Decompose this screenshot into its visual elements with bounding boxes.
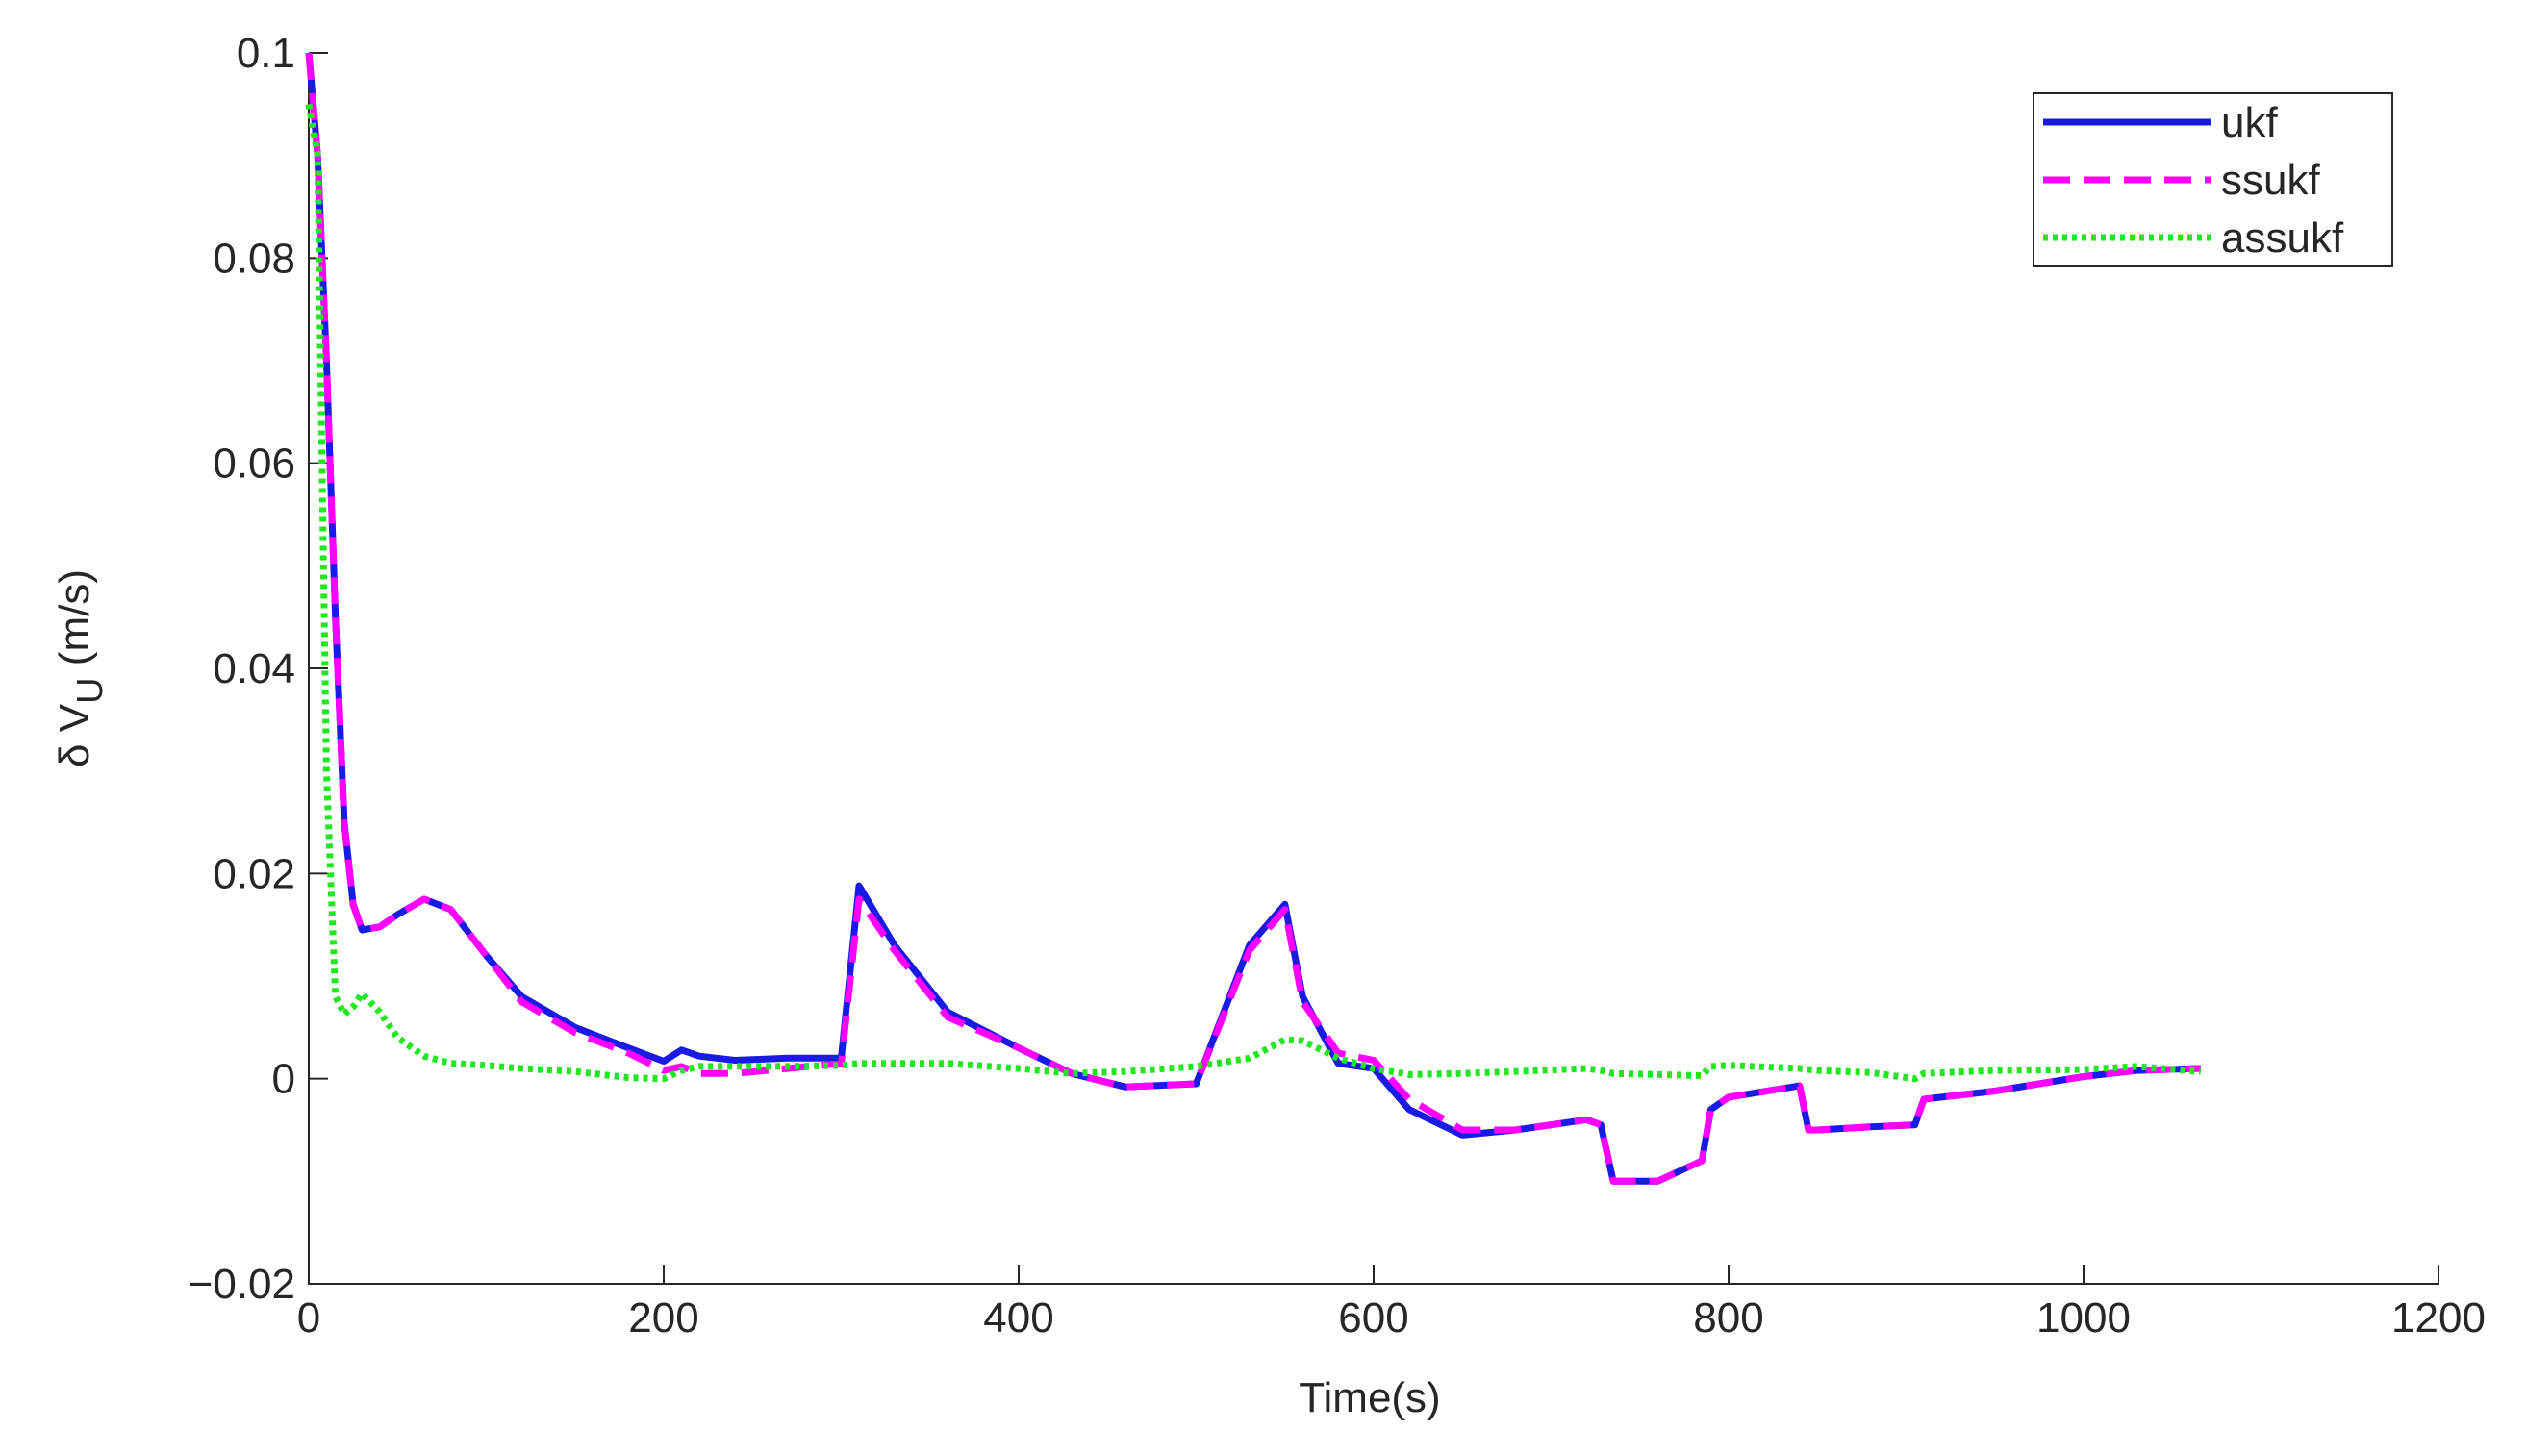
y-tick-label: −0.02 [189,1261,295,1308]
data-line [305,103,2202,1083]
x-tick-label: 600 [1338,1294,1408,1342]
legend-label: assukf [2221,214,2344,262]
legend-label: ukf [2221,99,2278,146]
y-axis-label-sub: U [70,677,111,703]
legend-label: ssukf [2221,157,2320,204]
y-axis-label-unit: (m/s) [51,569,98,677]
x-tick-label: 200 [628,1294,698,1342]
y-tick-label: 0 [272,1056,295,1103]
y-axis-label-main: δ V [51,703,98,767]
y-tick-label: 0.06 [213,440,295,488]
y-tick-label: 0.04 [213,645,295,692]
data-line [305,52,2201,1185]
y-tick-label: 0.08 [213,235,295,282]
y-tick-label: 0.1 [237,30,295,77]
x-tick-label: 1000 [2036,1294,2131,1342]
x-tick-label: 0 [297,1294,320,1342]
y-tick-label: 0.02 [213,850,295,897]
x-axis-label: Time(s) [1299,1374,1440,1421]
y-axis-label: δ VU (m/s) [51,569,111,767]
data-line [305,52,2201,1185]
x-tick-label: 1200 [2391,1294,2486,1342]
x-tick-label: 800 [1693,1294,1763,1342]
x-tick-label: 400 [983,1294,1053,1342]
